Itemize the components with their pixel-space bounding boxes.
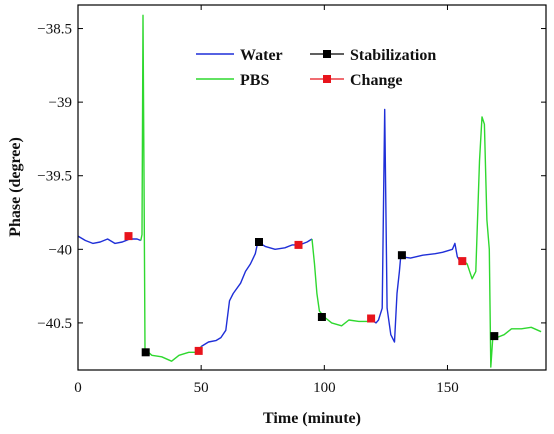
marker-change-1: [124, 232, 133, 241]
marker-stabilization-5: [490, 332, 499, 341]
y-tick-label: −38.5: [37, 22, 72, 38]
plot-background: [78, 5, 546, 370]
series-layer: [77, 14, 542, 368]
marker-layer: [124, 232, 499, 357]
series-water-segment-2: [200, 238, 313, 348]
y-tick-label: −39.5: [37, 169, 72, 185]
marker-stabilization-3: [317, 313, 326, 321]
legend-label-water: Water: [240, 47, 283, 64]
marker-change-4: [367, 314, 376, 323]
x-tick-label: 150: [436, 380, 459, 396]
y-tick-label: −39: [49, 95, 72, 111]
legend-marker-stabilization: [323, 50, 331, 58]
marker-change-2: [194, 346, 203, 355]
legend: Water PBS Stabilization Change: [196, 47, 436, 89]
marker-stabilization-1: [141, 348, 150, 357]
series-pbs-segment-3: [459, 116, 542, 368]
series-pbs-segment-2: [311, 238, 374, 327]
y-tick-label: −40.5: [37, 316, 72, 332]
legend-label-stabilization: Stabilization: [350, 47, 436, 64]
plot-frame: [77, 4, 547, 371]
x-tick-label: 100: [313, 380, 336, 396]
x-tick-label: 0: [74, 380, 82, 396]
marker-stabilization-2: [255, 238, 263, 246]
marker-change-5: [458, 257, 467, 266]
x-tick-label: 50: [194, 380, 209, 396]
tick-layer: 0 50 100 150 −38.5 −39 −39.5 −40 −40.5: [37, 5, 546, 396]
legend-label-pbs: PBS: [240, 72, 269, 89]
x-axis-title: Time (minute): [263, 410, 361, 427]
marker-change-3: [294, 240, 303, 249]
legend-label-change: Change: [350, 72, 402, 89]
y-axis-title: Phase (degree): [7, 137, 24, 237]
series-pbs-segment-1: [140, 14, 202, 362]
y-tick-label: −40: [49, 242, 72, 258]
legend-marker-change: [323, 75, 331, 83]
series-water-segment-1: [77, 235, 142, 245]
series-water-segment-3: [373, 108, 461, 343]
marker-stabilization-4: [397, 251, 406, 260]
